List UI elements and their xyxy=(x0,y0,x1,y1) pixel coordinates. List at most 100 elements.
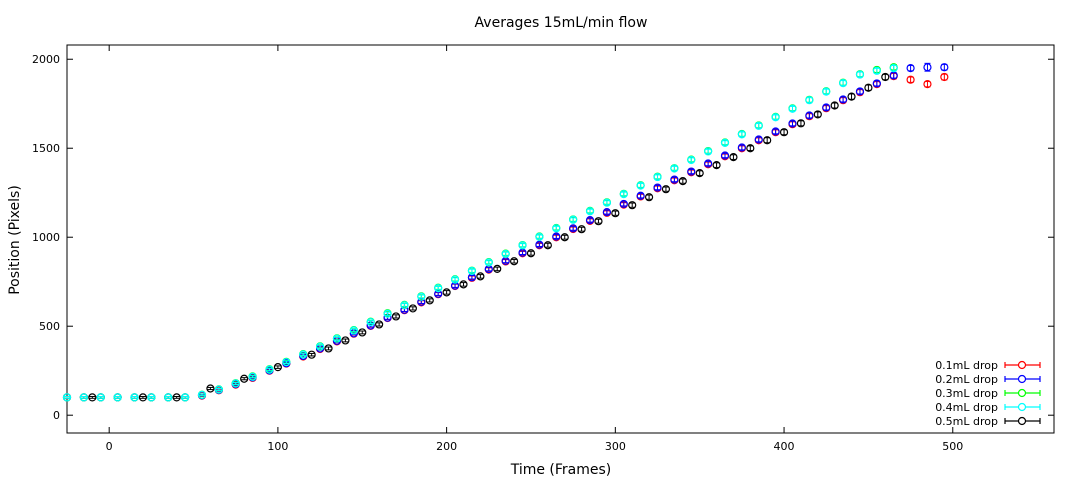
data-point xyxy=(754,121,763,130)
data-point xyxy=(425,296,434,305)
data-point xyxy=(391,312,401,321)
data-point xyxy=(839,78,848,88)
data-point xyxy=(636,191,645,200)
data-point xyxy=(459,280,468,289)
data-point xyxy=(79,393,88,402)
data-point xyxy=(923,63,932,72)
legend-marker xyxy=(1017,402,1027,412)
data-point xyxy=(602,208,611,217)
data-point xyxy=(687,155,696,165)
y-axis-title: Position (Pixels) xyxy=(7,185,23,295)
series-4 xyxy=(62,64,898,402)
data-point xyxy=(779,128,789,137)
data-point xyxy=(805,96,814,105)
data-point xyxy=(164,393,173,402)
data-series xyxy=(62,62,949,402)
data-point xyxy=(577,225,586,234)
data-point xyxy=(240,374,249,383)
data-point xyxy=(940,63,949,72)
axis-ticks: 0 100 200 300 400 500 0 500 1000 1500 2000 xyxy=(32,45,1054,453)
data-point xyxy=(678,177,687,186)
data-point xyxy=(704,159,713,168)
data-point xyxy=(324,344,333,353)
data-point xyxy=(450,275,460,284)
series-1 xyxy=(62,72,949,402)
data-point xyxy=(585,216,595,225)
data-point xyxy=(526,249,536,258)
data-point xyxy=(62,393,72,402)
data-point xyxy=(687,167,696,176)
legend-label: 0.2mL drop xyxy=(935,373,998,386)
x-axis-title: Time (Frames) xyxy=(510,462,612,478)
data-point xyxy=(855,87,865,96)
data-point xyxy=(130,393,139,402)
data-point xyxy=(569,215,578,224)
data-point xyxy=(763,136,772,145)
chart-title: Averages 15mL/min flow xyxy=(475,15,648,31)
data-point xyxy=(788,119,797,128)
data-point xyxy=(704,147,713,156)
series-2 xyxy=(62,62,949,402)
data-point xyxy=(628,201,637,210)
data-point xyxy=(771,127,780,136)
data-point xyxy=(307,350,316,359)
data-point xyxy=(231,379,240,388)
data-point xyxy=(661,185,671,194)
y-tick-label: 0 xyxy=(53,409,60,422)
legend-marker xyxy=(1017,374,1027,384)
data-point xyxy=(138,393,148,402)
data-point xyxy=(341,336,350,345)
data-point xyxy=(206,384,215,393)
data-point xyxy=(383,309,392,318)
data-point xyxy=(754,135,763,144)
data-point xyxy=(636,181,645,190)
plot-border xyxy=(66,44,1055,434)
data-point xyxy=(585,207,595,216)
y-tick-label: 2000 xyxy=(32,53,60,66)
y-tick-label: 500 xyxy=(39,320,60,333)
data-point xyxy=(434,284,443,293)
data-point xyxy=(771,113,780,122)
data-point xyxy=(644,193,654,202)
data-point xyxy=(720,151,730,160)
data-point xyxy=(670,175,679,184)
data-point xyxy=(535,240,544,249)
data-point xyxy=(619,190,628,199)
data-point xyxy=(493,264,502,274)
data-point xyxy=(653,183,662,192)
legend-label: 0.4mL drop xyxy=(935,401,998,414)
data-point xyxy=(299,350,308,359)
data-point xyxy=(737,143,746,152)
legend-label: 0.1mL drop xyxy=(935,359,998,372)
data-point xyxy=(889,64,898,73)
data-point xyxy=(442,288,451,297)
data-point xyxy=(594,217,603,226)
data-point xyxy=(181,393,190,402)
data-point xyxy=(552,224,561,233)
data-point xyxy=(214,385,223,394)
data-point xyxy=(366,318,375,327)
legend-marker xyxy=(1017,416,1027,426)
data-point xyxy=(839,95,848,104)
data-point xyxy=(560,233,569,242)
data-point xyxy=(417,292,426,301)
legend-marker xyxy=(1017,360,1027,370)
data-point xyxy=(923,80,932,89)
data-point xyxy=(847,92,856,101)
data-point xyxy=(535,232,544,241)
data-point xyxy=(619,199,628,209)
data-point xyxy=(729,153,738,162)
data-point xyxy=(720,138,730,147)
data-point xyxy=(881,72,890,82)
data-point xyxy=(315,342,325,351)
data-point xyxy=(796,119,806,128)
data-point xyxy=(653,172,662,182)
data-point xyxy=(813,110,822,119)
data-point xyxy=(695,169,704,178)
data-point xyxy=(602,198,611,207)
series-5 xyxy=(88,72,890,402)
data-point xyxy=(611,209,620,218)
data-point xyxy=(408,304,417,313)
data-point xyxy=(282,358,291,367)
